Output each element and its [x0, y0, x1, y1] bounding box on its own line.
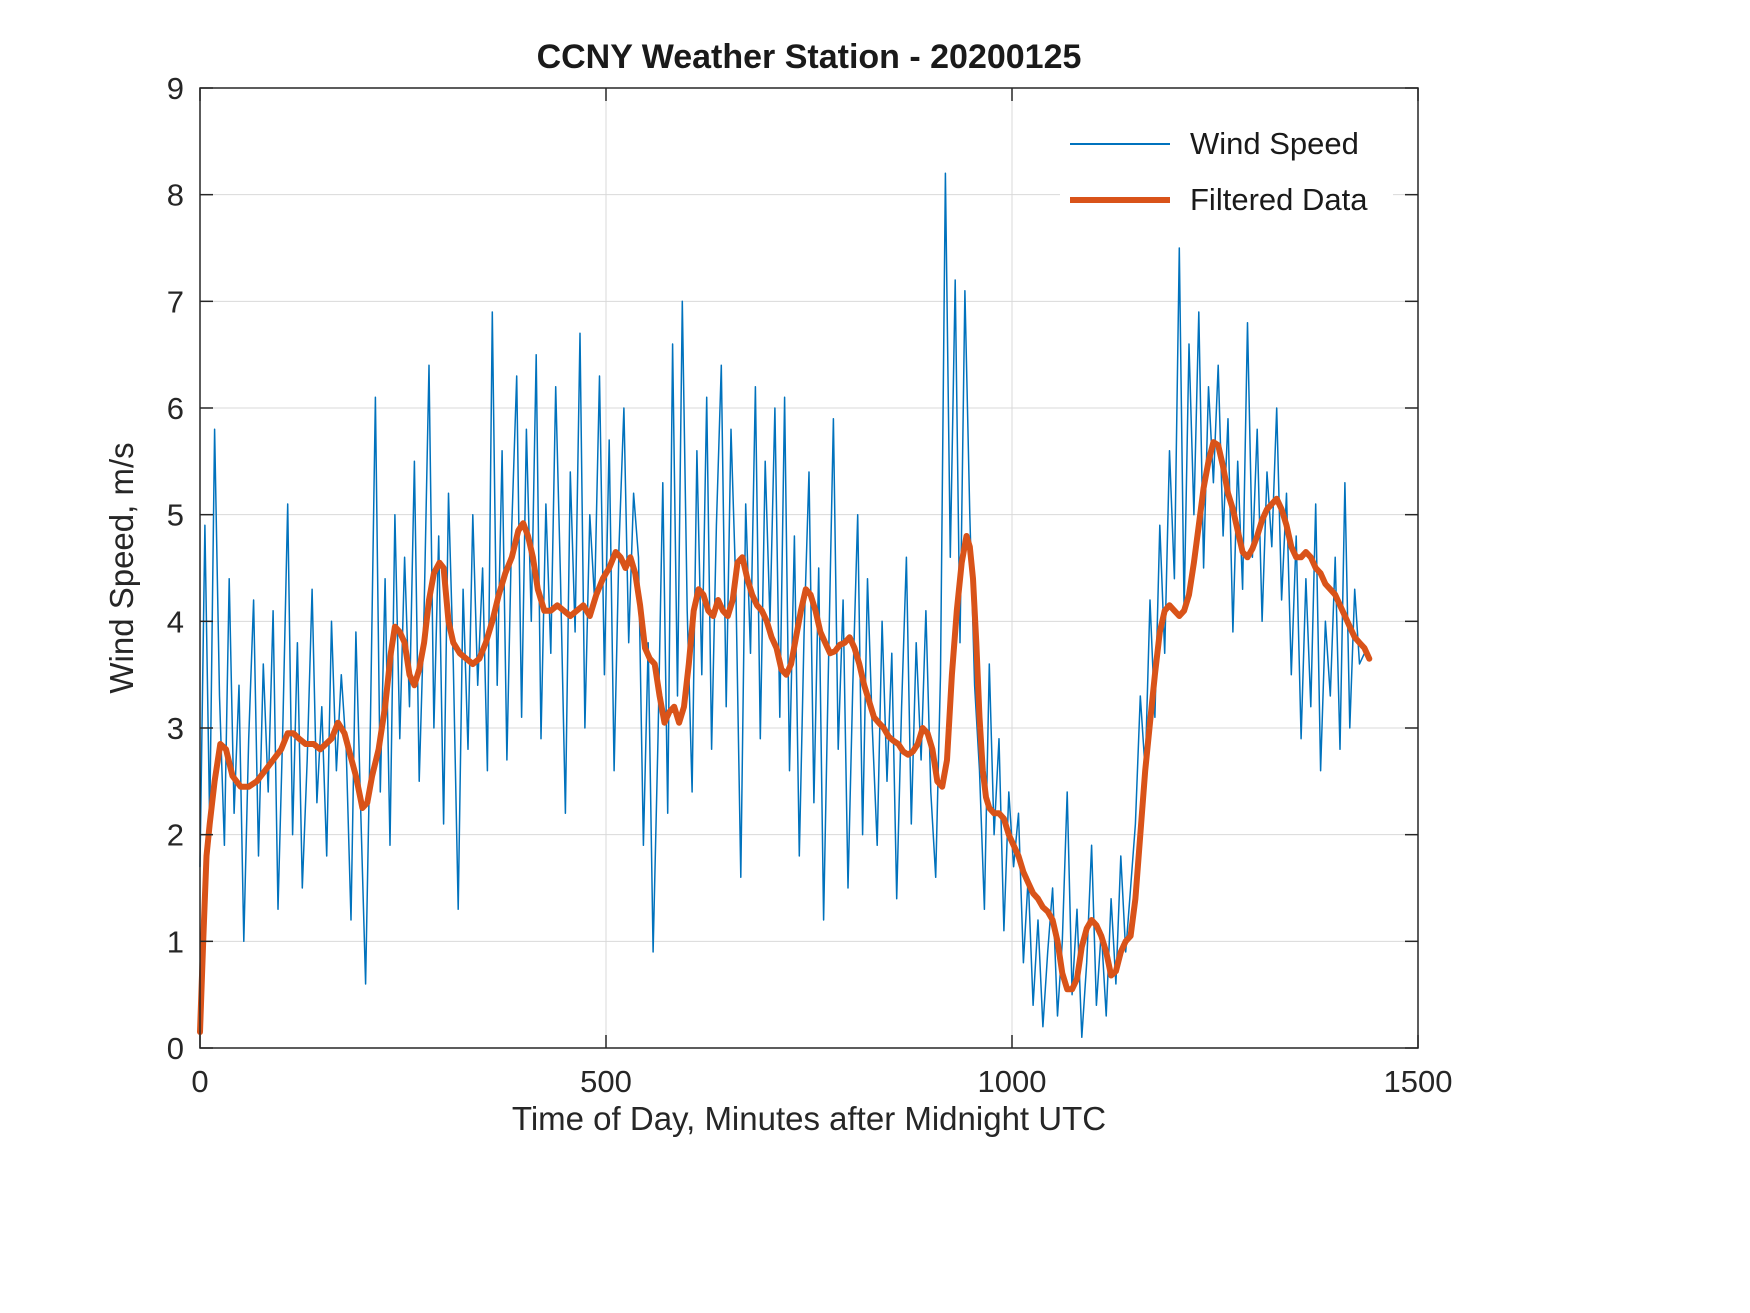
- svg-text:4: 4: [167, 604, 184, 639]
- y-axis-label: Wind Speed, m/s: [103, 442, 140, 694]
- legend: Wind Speed Filtered Data: [1060, 118, 1394, 228]
- svg-text:500: 500: [580, 1064, 632, 1099]
- x-axis-label: Time of Day, Minutes after Midnight UTC: [511, 1100, 1107, 1137]
- svg-text:0: 0: [167, 1031, 184, 1066]
- svg-text:7: 7: [167, 284, 184, 319]
- legend-entry-filtered-data: Filtered Data: [1070, 182, 1367, 218]
- svg-text:2: 2: [167, 818, 184, 853]
- svg-text:5: 5: [167, 498, 184, 533]
- svg-text:1500: 1500: [1384, 1064, 1453, 1099]
- svg-text:3: 3: [167, 711, 184, 746]
- legend-entry-wind-speed: Wind Speed: [1070, 126, 1367, 162]
- svg-text:9: 9: [167, 71, 184, 106]
- svg-text:0: 0: [191, 1064, 208, 1099]
- legend-label: Wind Speed: [1190, 126, 1359, 161]
- svg-text:1: 1: [167, 924, 184, 959]
- legend-label: Filtered Data: [1190, 182, 1368, 217]
- svg-text:1000: 1000: [978, 1064, 1047, 1099]
- wind-speed-line-swatch: [1070, 143, 1170, 145]
- chart-title: CCNY Weather Station - 20200125: [536, 38, 1082, 76]
- svg-text:8: 8: [167, 178, 184, 213]
- filtered-data-line-swatch: [1070, 197, 1170, 203]
- svg-text:6: 6: [167, 391, 184, 426]
